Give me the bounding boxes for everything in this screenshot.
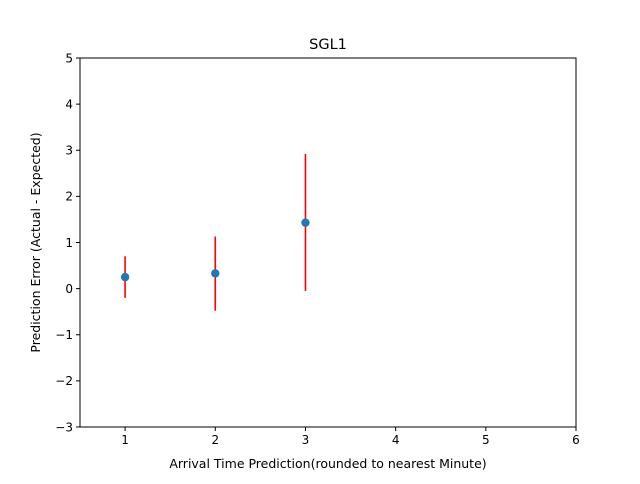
axes: 1 2 3 4 5 6 −3 −2 −1 0 1 2 3 4 5 — [55, 51, 580, 447]
y-tick-label: 5 — [65, 51, 73, 65]
x-tick-label: 5 — [482, 433, 490, 447]
x-tick-label: 1 — [121, 433, 129, 447]
y-tick-label: 3 — [65, 144, 73, 158]
chart-title: SGL1 — [309, 37, 347, 53]
y-axis-label: Prediction Error (Actual - Expected) — [28, 132, 43, 352]
data-point — [301, 218, 310, 227]
y-tick-label: 0 — [65, 282, 73, 296]
data-point — [120, 272, 130, 282]
y-tick-label: 2 — [65, 190, 73, 204]
y-tick-label: 4 — [65, 97, 73, 111]
data-point — [211, 269, 220, 278]
plot-frame — [79, 57, 577, 428]
y-tick-label: −2 — [55, 374, 73, 388]
y-tick-label: 1 — [65, 236, 73, 250]
x-tick-label: 4 — [392, 433, 400, 447]
x-tick-label: 3 — [302, 433, 310, 447]
y-tick-label: −3 — [55, 420, 73, 434]
plot-marks — [120, 153, 310, 311]
x-tick-label: 6 — [572, 433, 580, 447]
x-axis-label: Arrival Time Prediction(rounded to neare… — [169, 456, 486, 471]
x-tick-label: 2 — [211, 433, 219, 447]
y-tick-label: −1 — [55, 328, 73, 342]
